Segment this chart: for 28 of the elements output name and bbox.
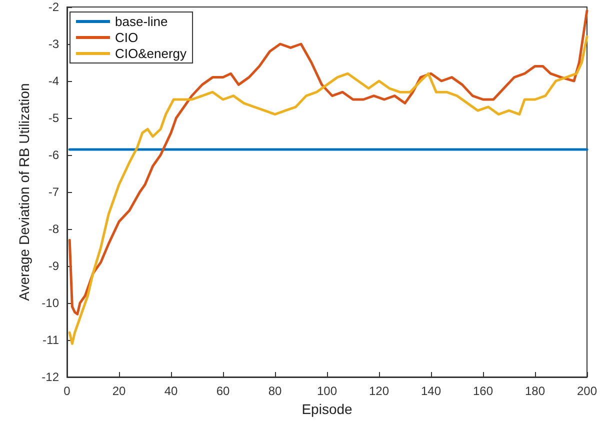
x-tick-label: 180	[524, 384, 546, 398]
y-tick-label: -6	[48, 148, 60, 162]
x-tick-label: 200	[576, 384, 598, 398]
y-tick-label: -3	[48, 37, 60, 51]
legend-label: CIO&energy	[115, 46, 188, 61]
y-tick-label: -2	[48, 0, 60, 14]
y-tick-label: -10	[42, 296, 60, 310]
x-axis-title: Episode	[302, 400, 353, 417]
x-tick-label: 20	[112, 384, 126, 398]
y-tick-label: -5	[48, 111, 60, 125]
x-tick-label: 160	[472, 384, 494, 398]
y-tick-label: -4	[48, 74, 60, 88]
x-tick-label: 120	[368, 384, 390, 398]
y-axis-title: Average Deviation of RB Utilization	[16, 83, 32, 301]
y-tick-label: -9	[48, 259, 60, 273]
y-tick-label: -11	[42, 333, 60, 347]
y-tick-label: -12	[42, 370, 60, 384]
x-tick-label: 60	[216, 384, 230, 398]
x-tick-label: 140	[420, 384, 442, 398]
legend-label: CIO	[115, 30, 138, 45]
x-tick-label: 100	[316, 384, 338, 398]
x-tick-label: 40	[164, 384, 178, 398]
line-series	[68, 9, 588, 316]
y-tick-label: -8	[48, 222, 60, 236]
legend-label: base-line	[115, 14, 168, 29]
x-tick-label: 80	[268, 384, 282, 398]
x-tick-label: 0	[64, 384, 71, 398]
y-tick-label: -7	[48, 185, 60, 199]
